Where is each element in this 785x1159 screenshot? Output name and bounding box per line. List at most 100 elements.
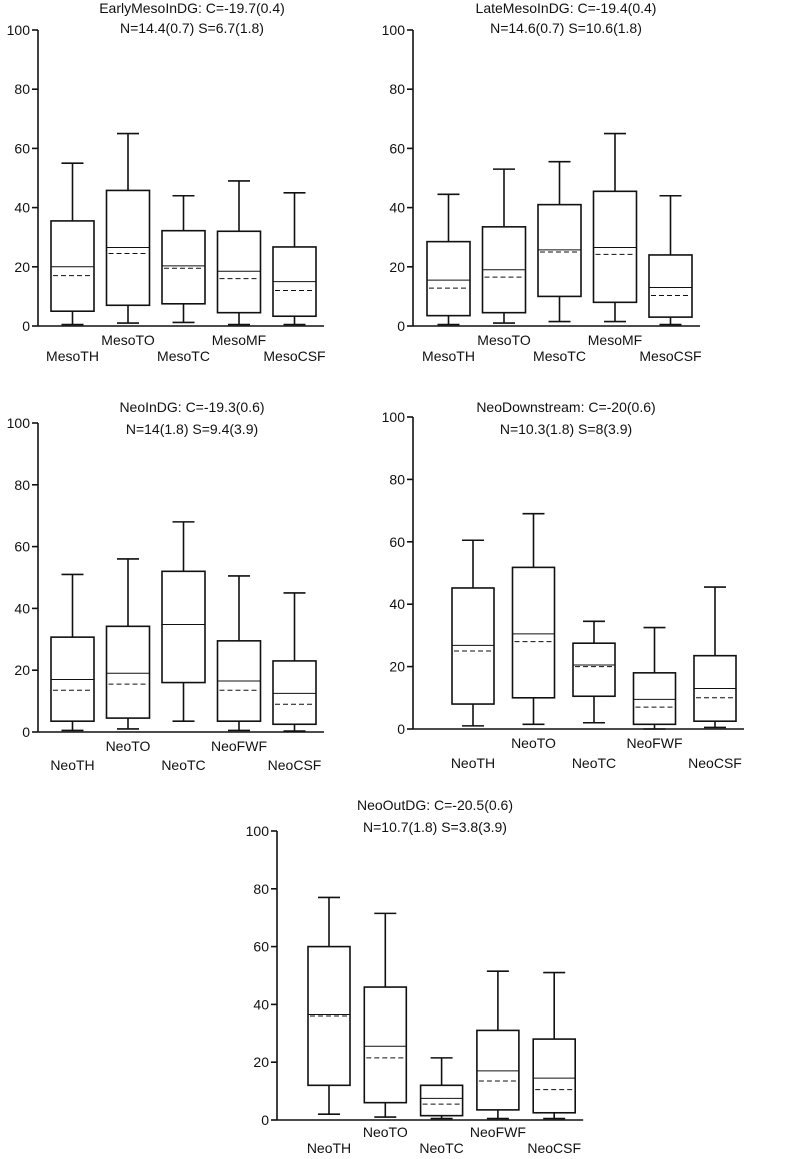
iqr-box [632, 672, 677, 726]
y-tick-label: 0 [261, 1112, 269, 1128]
x-category-label: MesoTH [422, 348, 475, 364]
box-neotc [161, 521, 206, 722]
chart-title: EarlyMesoInDG: C=-19.7(0.4) [99, 0, 285, 16]
box-neocsf [272, 592, 317, 732]
y-tick-label: 100 [382, 22, 406, 38]
box-mesoth [426, 193, 471, 326]
iqr-box [161, 229, 206, 305]
x-category-label: MesoMF [588, 332, 642, 348]
x-category-label: MesoTH [46, 348, 99, 364]
chart-subtitle: N=10.3(1.8) S=8(3.9) [500, 421, 632, 437]
x-category-label: NeoTO [363, 1124, 408, 1140]
y-tick-label: 40 [389, 200, 405, 216]
box-neoth [451, 539, 495, 727]
box-neotc [572, 620, 616, 724]
x-category-label: MesoMF [212, 332, 266, 348]
y-tick-label: 40 [14, 200, 30, 216]
box-neoth [50, 573, 95, 732]
x-category-label: NeoTC [572, 755, 616, 771]
chart-panel-3: NeoInDG: C=-19.3(0.6) N=14(1.8) S=9.4(3.9… [7, 399, 324, 773]
x-category-label: NeoCSF [688, 755, 742, 771]
y-tick-label: 100 [246, 823, 270, 839]
y-tick-label: 60 [389, 140, 405, 156]
box-neofwf [476, 970, 520, 1120]
box-neocsf [693, 586, 737, 729]
box-neoto [511, 512, 556, 726]
y-tick-label: 100 [7, 22, 31, 38]
box-neocsf [532, 971, 577, 1120]
chart-title: NeoOutDG: C=-20.5(0.6) [357, 797, 513, 813]
x-category-label: NeoTH [451, 755, 495, 771]
y-tick-label: 0 [397, 721, 405, 737]
y-tick-label: 40 [253, 996, 269, 1012]
box-mesotc [161, 194, 206, 324]
box-mesoto [105, 132, 151, 324]
chart-subtitle: N=14(1.8) S=9.4(3.9) [126, 421, 258, 437]
iqr-box [426, 240, 471, 317]
y-tick-label: 60 [253, 939, 269, 955]
y-tick-label: 20 [14, 662, 30, 678]
box-mesotc [537, 160, 582, 323]
chart-subtitle: N=14.4(0.7) S=6.7(1.8) [120, 20, 264, 36]
y-tick-label: 0 [22, 318, 30, 334]
chart-title: LateMesoInDG: C=-19.4(0.4) [476, 0, 657, 16]
y-tick-label: 60 [14, 539, 30, 555]
iqr-box [419, 1084, 464, 1117]
x-category-label: NeoFWF [470, 1124, 526, 1140]
iqr-box [451, 587, 495, 705]
y-tick-label: 60 [389, 534, 405, 550]
y-tick-label: 80 [253, 881, 269, 897]
y-tick-label: 20 [253, 1054, 269, 1070]
iqr-box [161, 570, 206, 684]
iqr-box [648, 254, 693, 318]
iqr-box [511, 566, 556, 699]
box-mesocsf [272, 192, 317, 326]
x-category-label: NeoCSF [268, 757, 322, 773]
x-category-label: MesoCSF [263, 348, 325, 364]
y-tick-label: 80 [389, 81, 405, 97]
iqr-box [532, 1038, 577, 1114]
iqr-box [216, 230, 262, 314]
iqr-box [537, 203, 582, 298]
x-category-label: MesoTO [101, 332, 155, 348]
chart-panel-1: EarlyMesoInDG: C=-19.7(0.4) N=14.4(0.7) S… [7, 0, 326, 364]
y-tick-label: 60 [14, 140, 30, 156]
box-neofwf [216, 575, 262, 732]
y-tick-label: 0 [22, 724, 30, 740]
iqr-box [476, 1029, 520, 1111]
x-category-label: NeoTC [419, 1140, 463, 1154]
x-category-label: NeoFWF [627, 735, 683, 751]
chart-subtitle: N=10.7(1.8) S=3.8(3.9) [363, 819, 507, 835]
y-tick-label: 20 [389, 659, 405, 675]
iqr-box [363, 986, 408, 1104]
y-tick-label: 0 [397, 318, 405, 334]
y-tick-label: 100 [382, 409, 406, 425]
x-category-label: MesoTC [157, 348, 210, 364]
x-category-label: NeoTH [307, 1140, 351, 1154]
iqr-box [307, 945, 351, 1087]
chart-panel-5: NeoOutDG: C=-20.5(0.6) N=10.7(1.8) S=3.8(… [246, 797, 584, 1156]
x-category-label: NeoCSF [527, 1140, 581, 1154]
box-neoth [307, 896, 351, 1116]
y-tick-label: 40 [14, 600, 30, 616]
y-tick-label: 40 [389, 596, 405, 612]
x-category-label: NeoTO [106, 738, 151, 754]
x-category-label: NeoFWF [211, 738, 267, 754]
y-tick-label: 100 [7, 415, 31, 431]
iqr-box [572, 642, 616, 698]
chart-title: NeoInDG: C=-19.3(0.6) [119, 399, 264, 415]
x-category-label: NeoTC [161, 757, 205, 773]
box-neofwf [632, 626, 677, 730]
box-mesomf [216, 180, 262, 326]
iqr-box [50, 220, 95, 312]
y-tick-label: 80 [14, 477, 30, 493]
box-neoto [105, 558, 151, 730]
y-tick-label: 80 [14, 81, 30, 97]
box-neoto [363, 912, 408, 1118]
box-neotc [419, 1057, 464, 1120]
x-category-label: NeoTH [50, 757, 94, 773]
x-category-label: NeoTO [511, 735, 556, 751]
x-category-label: MesoTO [477, 332, 531, 348]
